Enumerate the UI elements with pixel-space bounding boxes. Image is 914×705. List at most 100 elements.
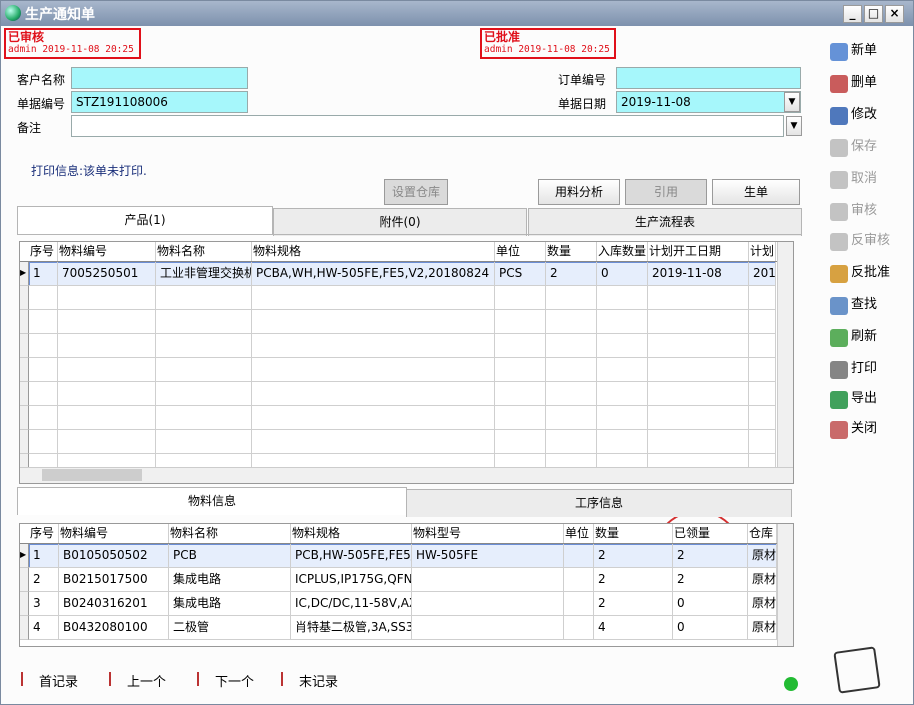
sidebar-icon [830, 203, 848, 221]
sidebar-button[interactable]: 关闭 [851, 421, 878, 436]
grid-cell [58, 286, 156, 310]
print-info: 打印信息:该单未打印. [31, 164, 147, 178]
grid-cell [156, 310, 252, 334]
grid-cell [749, 286, 776, 310]
column-header[interactable]: 物料编号 [58, 242, 156, 261]
vertical-scrollbar[interactable] [777, 524, 793, 646]
grid-cell: 4 [29, 616, 59, 640]
sidebar-icon[interactable] [830, 297, 848, 315]
action-button[interactable]: 生单 [712, 179, 800, 205]
vertical-scrollbar[interactable] [777, 242, 793, 467]
grid-cell [58, 406, 156, 430]
stamp-info: admin 2019-11-08 20:25 [8, 44, 134, 55]
grid-cell: B0215017500 [59, 568, 169, 592]
nav-button[interactable]: 末记录 [299, 675, 339, 690]
sidebar-icon[interactable] [830, 107, 848, 125]
grid-cell [546, 358, 597, 382]
scroll-thumb[interactable] [42, 469, 142, 481]
nav-icon[interactable] [197, 672, 207, 686]
grid-cell [648, 310, 749, 334]
column-header[interactable]: 序号 [29, 242, 58, 261]
tab[interactable]: 产品(1) [17, 206, 273, 234]
sidebar-button[interactable]: 查找 [851, 297, 878, 312]
grid-cell [597, 310, 648, 334]
column-header[interactable]: 计划开工日期 [648, 242, 749, 261]
column-header[interactable]: 入库数量 [597, 242, 648, 261]
grid-cell [252, 430, 495, 454]
grid-cell [58, 310, 156, 334]
grid-cell [29, 286, 58, 310]
dropdown-button[interactable]: ▼ [784, 92, 800, 112]
grid-cell [29, 430, 58, 454]
column-header[interactable]: 单位 [495, 242, 546, 261]
nav-icon[interactable] [109, 672, 119, 686]
minimize-button[interactable]: _ [843, 5, 862, 23]
nav-icon[interactable] [281, 672, 291, 686]
grid-cell [156, 382, 252, 406]
text-input[interactable]: STZ191108006 [71, 91, 248, 113]
column-header[interactable]: 物料编号 [59, 524, 169, 543]
action-button[interactable]: 用料分析 [538, 179, 620, 205]
close-button[interactable]: × [885, 5, 904, 23]
tab[interactable]: 物料信息 [17, 487, 407, 515]
tab[interactable]: 工序信息 [406, 489, 792, 517]
tab[interactable]: 生产流程表 [528, 208, 802, 236]
sidebar-icon[interactable] [830, 391, 848, 409]
column-header[interactable]: 已领量 [673, 524, 748, 543]
column-header[interactable]: 物料规格 [252, 242, 495, 261]
approval-stamp: 已审核 admin 2019-11-08 20:25 [4, 28, 141, 59]
sidebar-icon[interactable] [830, 329, 848, 347]
grid-cell [597, 358, 648, 382]
nav-button[interactable]: 上一个 [127, 675, 167, 690]
column-header[interactable]: 数量 [546, 242, 597, 261]
sidebar-button[interactable]: 刷新 [851, 329, 878, 344]
nav-icon[interactable] [21, 672, 31, 686]
sidebar-icon[interactable] [830, 361, 848, 379]
grid-cell: 1 [29, 544, 59, 568]
sidebar-icon[interactable] [830, 75, 848, 93]
grid-cell: 2 [594, 592, 673, 616]
grid-cell [546, 334, 597, 358]
sidebar-icon[interactable] [830, 265, 848, 283]
text-input[interactable] [71, 67, 248, 89]
grid-cell [412, 568, 564, 592]
sidebar-button[interactable]: 修改 [851, 107, 878, 122]
text-input[interactable] [71, 115, 784, 137]
sidebar-button[interactable]: 打印 [851, 361, 878, 376]
column-header[interactable]: 仓库 [748, 524, 777, 543]
column-header[interactable]: 单位 [564, 524, 594, 543]
grid-cell [597, 382, 648, 406]
dropdown-button[interactable]: ▼ [786, 116, 802, 136]
sidebar-button[interactable]: 反批准 [851, 265, 891, 280]
action-button: 引用 [625, 179, 707, 205]
data-grid: 序号 物料编号 物料名称 物料规格 单位 数量 入库数量 计划开工日期 计划 ▶ 1 70052505… [19, 241, 794, 484]
nav-button[interactable]: 下一个 [215, 675, 255, 690]
column-header[interactable]: 物料规格 [291, 524, 412, 543]
action-button: 设置仓库 [384, 179, 448, 205]
nav-button[interactable]: 首记录 [39, 675, 79, 690]
sidebar-icon[interactable] [830, 421, 848, 439]
maximize-button[interactable]: □ [864, 5, 883, 23]
sidebar-button[interactable]: 导出 [851, 391, 878, 406]
tab[interactable]: 附件(0) [273, 208, 527, 236]
column-header[interactable]: 物料名称 [156, 242, 252, 261]
tab-panel-border [17, 234, 801, 235]
text-input[interactable]: 2019-11-08 [616, 91, 801, 113]
column-header[interactable]: 物料名称 [169, 524, 291, 543]
grid-cell: B0432080100 [59, 616, 169, 640]
text-input[interactable] [616, 67, 801, 89]
grid-cell [156, 430, 252, 454]
column-header[interactable]: 数量 [594, 524, 673, 543]
grid-cell [495, 358, 546, 382]
sidebar-icon[interactable] [830, 43, 848, 61]
grid-cell [597, 430, 648, 454]
column-header[interactable]: 物料型号 [412, 524, 564, 543]
column-header[interactable]: 序号 [29, 524, 59, 543]
horizontal-scrollbar[interactable] [20, 467, 793, 483]
sidebar-button[interactable]: 删单 [851, 75, 878, 90]
sidebar-button[interactable]: 新单 [851, 43, 878, 58]
column-header[interactable]: 计划 [749, 242, 776, 261]
sidebar-icon [830, 171, 848, 189]
grid-cell [564, 568, 594, 592]
